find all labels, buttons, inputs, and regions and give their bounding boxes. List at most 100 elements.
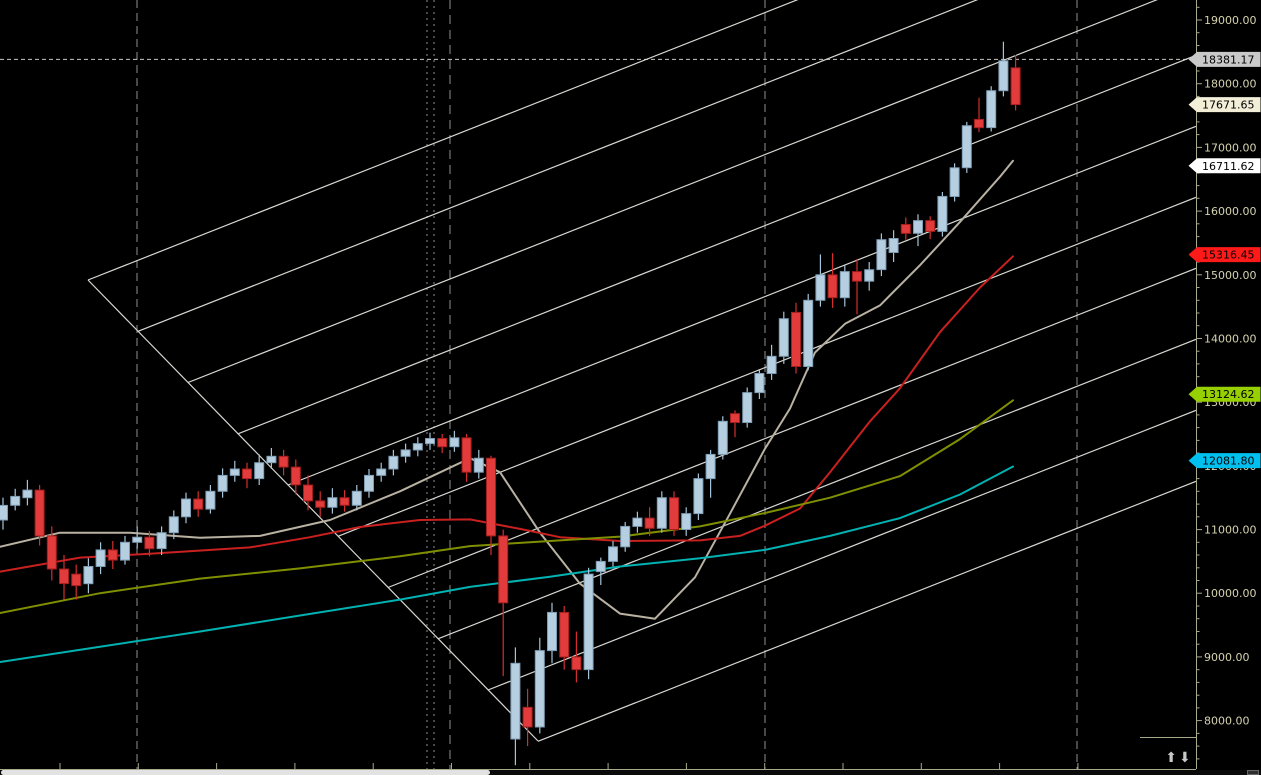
candle-body: [107, 549, 118, 561]
price-tags: 18381.17 17671.65 16711.62 15316.45 13124.62…: [1188, 51, 1261, 469]
candle-body: [83, 566, 94, 585]
ma-cyan-tag[interactable]: [1188, 453, 1261, 469]
candle-body: [46, 535, 57, 570]
channel-line[interactable]: [87, 0, 1196, 281]
candle-body: [120, 541, 130, 561]
candle-body: [656, 497, 667, 529]
candle-body: [71, 573, 82, 587]
candle-body: [608, 546, 618, 562]
ma-fast-tan: [0, 159, 1014, 620]
candle-body: [229, 468, 240, 476]
candle-body: [669, 497, 679, 531]
candle-body: [705, 453, 716, 480]
price-axis-label: 16000.00: [1204, 205, 1257, 218]
candle-body: [205, 490, 216, 510]
ma-fast-tag[interactable]: [1188, 158, 1261, 174]
candle-body: [547, 611, 557, 652]
ma-olive: [0, 399, 1014, 614]
scroll-down-arrow-icon[interactable]: ⬇: [1179, 750, 1191, 766]
candle-body: [632, 517, 643, 527]
candle-body: [974, 118, 984, 129]
candle-body: [766, 355, 777, 374]
candle-body: [522, 706, 533, 728]
moving-averages: [0, 159, 1014, 663]
price-axis-label: 9000.00: [1204, 651, 1250, 664]
candle-body: [34, 489, 45, 537]
candle-body: [803, 299, 814, 367]
channel-line[interactable]: [537, 480, 1196, 742]
candle-body: [156, 532, 167, 550]
price-axis-label: 14000.00: [1204, 333, 1257, 346]
candle-body: [510, 662, 521, 740]
candle-body: [888, 238, 899, 253]
ma-olive-tag[interactable]: [1188, 386, 1261, 402]
level-high-text: 18381.17: [1202, 53, 1255, 66]
candle-body: [0, 504, 8, 521]
candle-body: [10, 495, 21, 506]
candle-body: [486, 457, 496, 537]
candle-body: [852, 271, 862, 282]
candle-body: [949, 167, 960, 198]
candle-body: [571, 656, 582, 671]
last-price[interactable]: [1188, 97, 1261, 113]
candles: [0, 41, 1021, 766]
candle-body: [998, 60, 1009, 92]
ma-cyan: [0, 465, 1014, 663]
candle-body: [217, 474, 228, 492]
level-high[interactable]: [1188, 51, 1261, 67]
candle-body: [351, 490, 362, 506]
ma-olive-tag-text: 13124.62: [1202, 388, 1255, 401]
channel-line[interactable]: [387, 267, 1196, 589]
price-axis-label: 10000.00: [1204, 587, 1257, 600]
candle-body: [95, 549, 106, 568]
last-price-text: 17671.65: [1202, 99, 1255, 112]
scrollbar-thumb[interactable]: [1, 770, 490, 775]
candle-body: [925, 220, 936, 232]
scroll-up-arrow-icon[interactable]: ⬆: [1165, 750, 1177, 766]
candle-body: [364, 474, 374, 492]
chart-scroll-buttons: ⬆ ⬇: [1160, 748, 1196, 768]
candle-body: [498, 535, 509, 604]
candle-body: [388, 455, 399, 470]
channel-line[interactable]: [137, 0, 1196, 332]
candle-body: [303, 484, 313, 502]
channel-line[interactable]: [287, 125, 1196, 486]
candle-body: [778, 318, 789, 357]
price-axis-label: 11000.00: [1204, 524, 1257, 537]
ma-fast-tag-text: 16711.62: [1202, 160, 1255, 173]
candle-body: [754, 373, 765, 394]
candle-body: [1010, 67, 1021, 106]
candle-body: [791, 311, 801, 367]
channel-handle-line[interactable]: [87, 279, 539, 742]
channel-line[interactable]: [237, 54, 1196, 435]
candle-body: [717, 420, 728, 455]
candle-body: [595, 560, 606, 573]
candle-body: [827, 274, 838, 299]
price-axis-label: 17000.00: [1204, 141, 1257, 154]
scrollbar-end-button[interactable]: [1247, 770, 1259, 775]
candle-body: [266, 455, 277, 464]
trend-channel: [87, 0, 1196, 742]
ma-red-tag[interactable]: [1188, 247, 1261, 263]
candle-body: [412, 443, 423, 451]
channel-line[interactable]: [487, 409, 1196, 691]
candle-body: [22, 489, 33, 499]
candle-body: [449, 437, 460, 448]
candle-body: [815, 274, 826, 301]
candle-body: [278, 455, 289, 468]
horizontal-scrollbar[interactable]: [0, 770, 1261, 775]
channel-line[interactable]: [187, 0, 1196, 384]
candle-body: [986, 90, 997, 129]
candle-body: [681, 513, 692, 530]
candle-body: [937, 195, 948, 232]
candle-body: [644, 517, 655, 529]
candle-body: [913, 220, 923, 234]
candle-body: [473, 457, 484, 473]
price-axis-labels: 19000.00 18000.00 17000.00 16000.00 15000.00…: [1204, 14, 1257, 728]
price-axis-label: 8000.00: [1204, 715, 1250, 728]
candle-body: [132, 536, 143, 543]
ma-red-tag-text: 15316.45: [1202, 249, 1255, 262]
